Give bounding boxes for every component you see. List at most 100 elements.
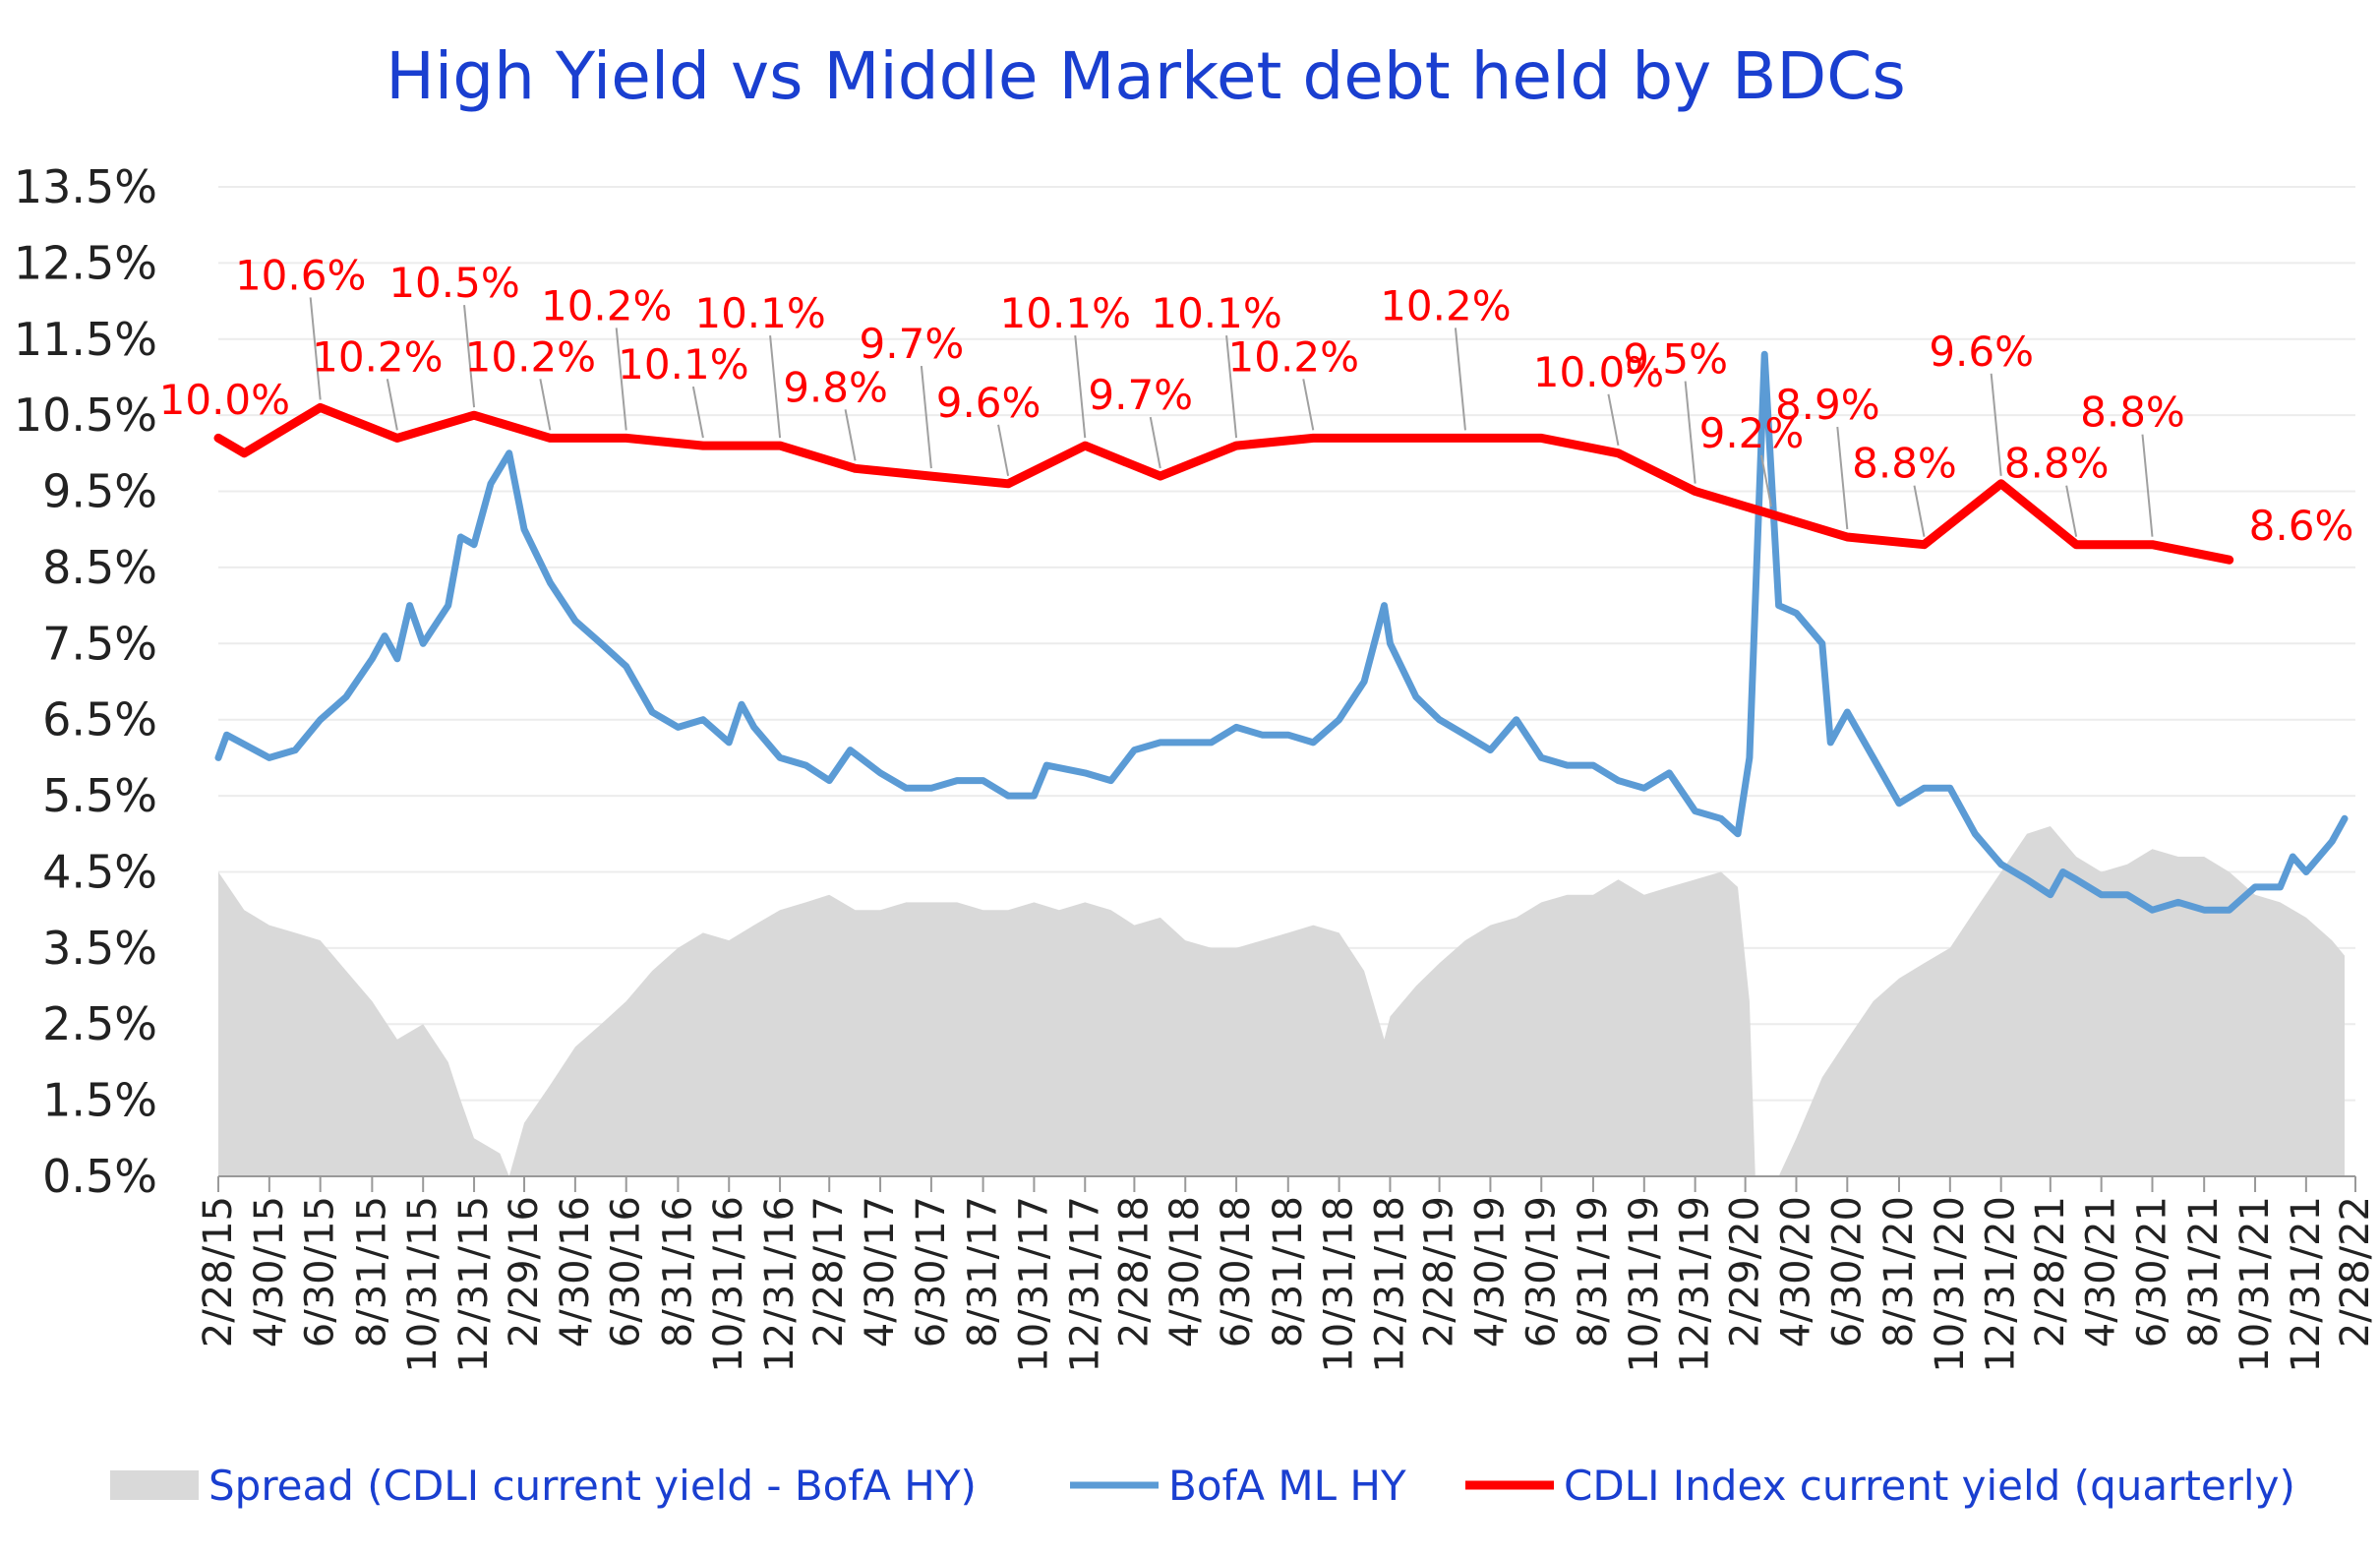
data-label: 9.6% (1929, 328, 2034, 376)
x-tick-label: 10/31/19 (1622, 1196, 1667, 1373)
x-tick-label: 2/28/17 (806, 1196, 852, 1347)
x-tick-label: 2/28/22 (2333, 1196, 2378, 1347)
x-tick-label: 12/31/19 (1673, 1196, 1718, 1373)
y-tick-label: 4.5% (42, 845, 157, 898)
spread-area (218, 826, 2345, 1176)
data-label: 10.2% (541, 281, 672, 329)
legend-label: Spread (CDLI current yield - BofA HY) (208, 1462, 977, 1510)
x-tick-label: 8/31/16 (655, 1196, 700, 1347)
y-tick-label: 7.5% (42, 617, 157, 670)
data-label: 10.1% (1000, 289, 1131, 337)
x-tick-label: 4/30/16 (553, 1196, 598, 1347)
x-tick-label: 4/30/18 (1162, 1196, 1208, 1347)
data-label-leader (1149, 416, 1161, 469)
x-tick-label: 6/30/18 (1214, 1196, 1259, 1347)
data-label-leader (1759, 454, 1772, 507)
x-tick-label: 12/31/16 (757, 1196, 803, 1373)
chart-title: High Yield vs Middle Market debt held by… (386, 38, 1905, 114)
data-label-leader (1836, 426, 1849, 530)
data-label: 10.6% (235, 251, 366, 299)
data-label: 8.9% (1775, 381, 1880, 429)
data-label: 9.2% (1699, 409, 1805, 457)
x-tick-label: 10/31/17 (1011, 1196, 1056, 1373)
x-tick-label: 10/31/15 (400, 1196, 446, 1373)
x-tick-label: 8/31/17 (961, 1196, 1006, 1347)
data-label: 10.0% (159, 376, 290, 424)
y-tick-label: 0.5% (42, 1150, 157, 1203)
data-label: 10.0% (1533, 348, 1664, 396)
legend-label: CDLI Index current yield (quarterly) (1564, 1462, 2295, 1510)
data-label-leader (1225, 335, 1238, 439)
y-tick-label: 12.5% (14, 236, 157, 289)
x-tick-label: 6/30/15 (298, 1196, 343, 1347)
y-tick-label: 2.5% (42, 997, 157, 1050)
x-tick-label: 2/28/18 (1111, 1196, 1157, 1347)
legend-label: BofA ML HY (1168, 1462, 1406, 1510)
x-tick-label: 2/28/15 (196, 1196, 241, 1347)
data-label-leader (920, 365, 932, 469)
data-label: 10.1% (694, 289, 825, 337)
x-tick-label: 4/30/19 (1467, 1196, 1513, 1347)
x-tick-label: 6/30/21 (2129, 1196, 2174, 1347)
x-tick-label: 12/31/21 (2284, 1196, 2329, 1373)
data-label-leader (463, 305, 476, 408)
data-label: 10.2% (1380, 281, 1511, 329)
data-label-leader (615, 328, 627, 431)
x-tick-label: 4/30/15 (247, 1196, 292, 1347)
data-label-leader (1684, 381, 1696, 484)
y-tick-label: 1.5% (42, 1074, 157, 1127)
y-axis-ticks: 13.5% 12.5% 11.5% 10.5% 9.5% 8.5% 7.5% 6.5% 5.5%… (14, 160, 157, 1203)
y-tick-label: 6.5% (42, 693, 157, 747)
data-label: 8.6% (2249, 502, 2354, 550)
legend-swatch-spread (110, 1470, 199, 1500)
x-tick-label: 12/31/18 (1367, 1196, 1412, 1373)
x-tick-label: 8/31/18 (1266, 1196, 1311, 1347)
y-tick-label: 3.5% (42, 922, 157, 975)
data-label-leader (844, 409, 857, 461)
y-tick-label: 11.5% (14, 313, 157, 366)
data-label: 9.7% (1088, 371, 1193, 419)
data-labels: 10.0%10.6%10.2%10.5%10.2%10.2%10.1%10.1%… (159, 251, 2354, 550)
data-label: 9.5% (1623, 335, 1728, 384)
data-label-leader (539, 379, 552, 431)
bofa-hy-line (214, 350, 2349, 914)
x-tick-label: 10/31/18 (1317, 1196, 1362, 1373)
spread-area-series (218, 826, 2345, 1176)
data-label-leader (1302, 379, 1315, 431)
y-tick-label: 10.5% (14, 389, 157, 442)
data-label: 10.1% (1151, 289, 1281, 337)
data-label-leader (2065, 485, 2078, 537)
data-label-leader (1913, 485, 1926, 537)
y-tick-label: 13.5% (14, 160, 157, 213)
data-label-leader (997, 424, 1010, 476)
data-label: 10.2% (1228, 332, 1359, 381)
x-tick-label: 10/31/21 (2232, 1196, 2278, 1373)
x-tick-label: 4/30/21 (2079, 1196, 2124, 1347)
data-label-leader (769, 335, 782, 439)
data-label: 9.8% (783, 363, 888, 411)
x-tick-label: 12/31/20 (1979, 1196, 2024, 1373)
x-tick-label: 6/30/17 (909, 1196, 954, 1347)
y-tick-label: 8.5% (42, 541, 157, 594)
data-label-leader (386, 379, 398, 431)
data-label: 9.7% (860, 320, 965, 368)
x-tick-label: 8/31/15 (349, 1196, 394, 1347)
x-tick-label: 12/31/15 (451, 1196, 497, 1373)
data-label-leader (1074, 335, 1087, 439)
data-label-leader (1607, 393, 1620, 447)
data-label: 8.8% (1852, 440, 1957, 488)
legend: Spread (CDLI current yield - BofA HY) Bof… (110, 1462, 2295, 1510)
x-tick-label: 2/28/21 (2028, 1196, 2073, 1347)
x-tick-label: 8/31/20 (1876, 1196, 1922, 1347)
line-series (213, 350, 2349, 914)
x-tick-label: 2/29/16 (502, 1196, 547, 1347)
x-tick-label: 4/30/20 (1773, 1196, 1818, 1347)
x-tick-label: 12/31/17 (1062, 1196, 1107, 1373)
data-label-leader (691, 386, 704, 439)
x-tick-label: 6/30/20 (1824, 1196, 1870, 1347)
x-tick-label: 4/30/17 (858, 1196, 903, 1347)
data-label-leader (1990, 373, 2002, 476)
x-tick-label: 6/30/19 (1518, 1196, 1564, 1347)
y-tick-label: 9.5% (42, 465, 157, 518)
x-tick-label: 6/30/16 (604, 1196, 649, 1347)
